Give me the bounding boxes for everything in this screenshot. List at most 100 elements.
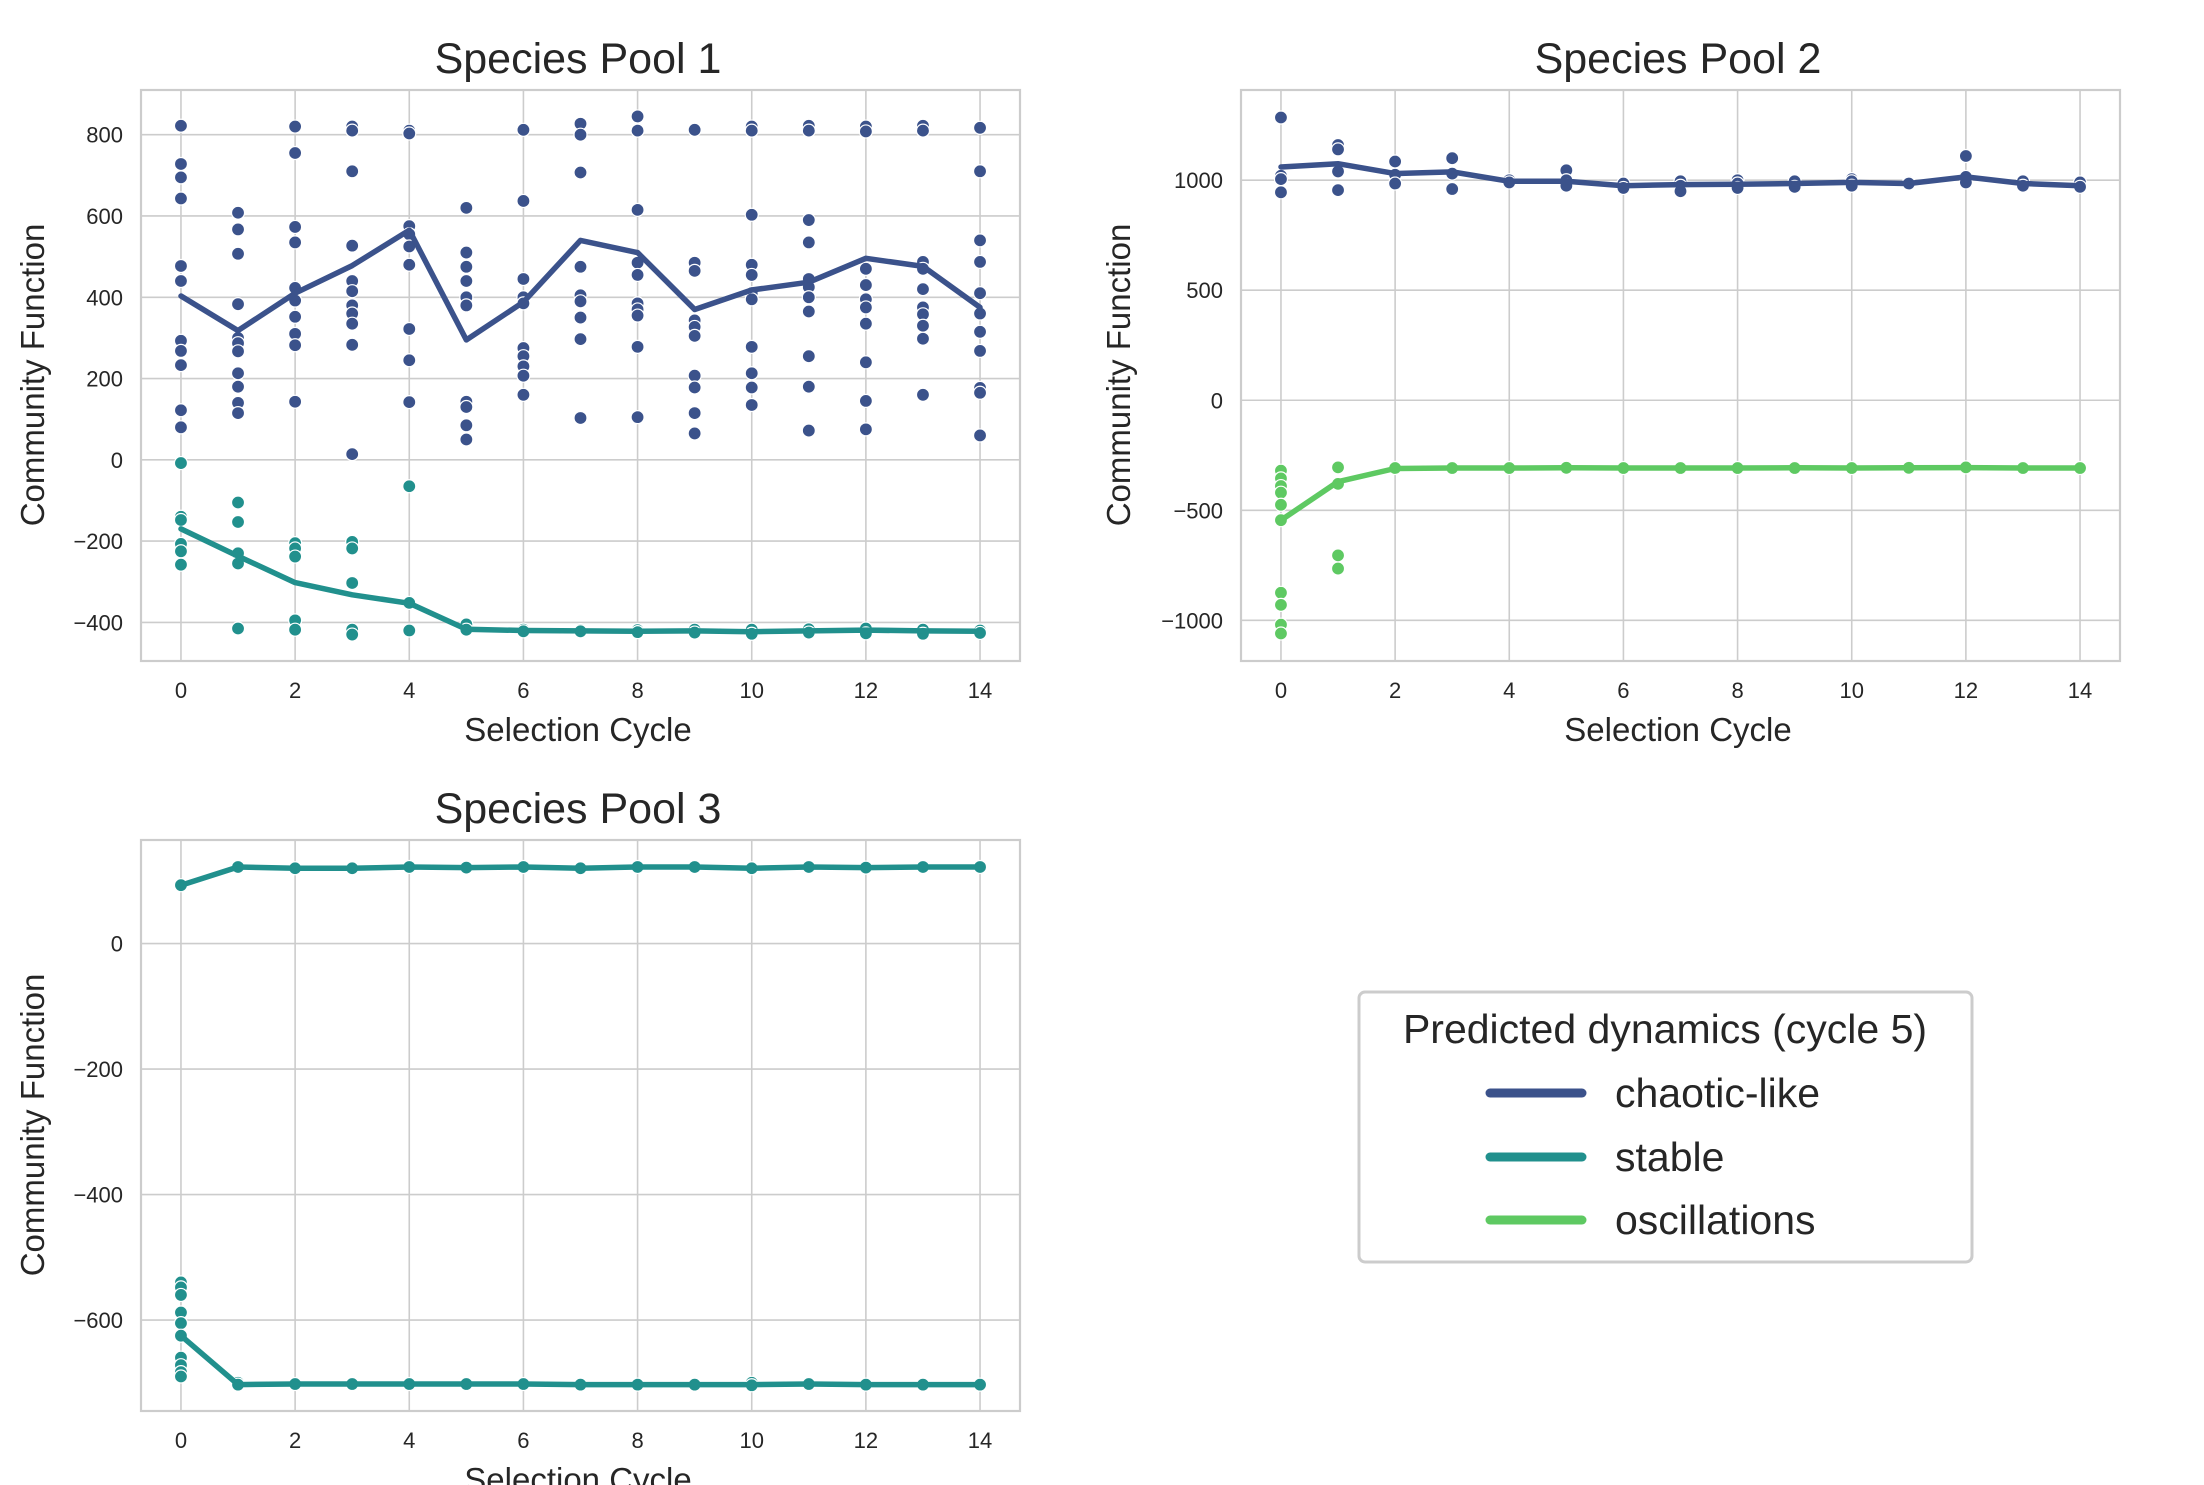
data-point-chaotic-like — [687, 263, 702, 278]
data-point-chaotic-like — [858, 422, 873, 437]
data-point-chaotic-like — [744, 380, 759, 395]
data-point-chaotic-like — [858, 300, 873, 315]
data-point-chaotic-like — [173, 156, 189, 172]
data-point-oscillations — [1273, 626, 1289, 641]
data-point-chaotic-like — [288, 394, 303, 409]
y-tick-label: 0 — [1211, 388, 1223, 413]
y-tick-label: −1000 — [1161, 608, 1223, 633]
data-point-chaotic-like — [345, 316, 360, 331]
data-point-chaotic-like — [744, 267, 759, 283]
data-point-chaotic-like — [459, 200, 474, 215]
data-point-oscillations — [1330, 460, 1346, 475]
x-tick-label: 12 — [1954, 678, 1978, 703]
panel-title: Species Pool 3 — [435, 785, 722, 833]
data-point-chaotic-like — [573, 410, 588, 426]
data-point-chaotic-like — [744, 366, 759, 381]
data-point-stable — [230, 514, 246, 530]
data-point-chaotic-like — [516, 387, 531, 402]
y-tick-label: −400 — [73, 1183, 123, 1208]
data-point-chaotic-like — [1273, 110, 1289, 125]
x-tick-label: 10 — [739, 678, 763, 703]
panel-title: Species Pool 2 — [1535, 35, 1822, 83]
x-tick-label: 0 — [1275, 678, 1287, 703]
legend-entry-chaotic-like: chaotic-like — [1485, 1070, 1820, 1116]
series-line-oscillations — [1278, 464, 2083, 523]
y-tick-label: 200 — [86, 367, 123, 392]
data-point-chaotic-like — [1388, 176, 1403, 191]
legend-entry-oscillations: oscillations — [1485, 1197, 1816, 1243]
data-point-chaotic-like — [288, 219, 303, 235]
data-point-stable — [288, 622, 303, 637]
y-axis-title: Community Function — [14, 224, 51, 527]
x-tick-label: 8 — [1731, 678, 1743, 703]
legend-label: oscillations — [1615, 1197, 1816, 1243]
data-point-oscillations — [1273, 597, 1289, 612]
series-line-stable — [178, 864, 983, 888]
data-point-chaotic-like — [1330, 183, 1346, 198]
data-point-chaotic-like — [230, 405, 246, 421]
data-point-chaotic-like — [345, 164, 360, 179]
data-point-chaotic-like — [345, 447, 360, 462]
data-point-chaotic-like — [972, 286, 988, 301]
data-point-stable — [345, 575, 360, 591]
y-axis-title: Community Function — [14, 974, 51, 1277]
data-point-chaotic-like — [744, 339, 759, 354]
data-point-chaotic-like — [402, 353, 417, 368]
data-point-chaotic-like — [573, 332, 588, 347]
data-point-chaotic-like — [516, 193, 531, 209]
data-point-chaotic-like — [402, 321, 417, 337]
data-point-chaotic-like — [288, 309, 303, 324]
plot-frame — [1239, 88, 2122, 663]
data-point-chaotic-like — [915, 387, 931, 402]
data-point-chaotic-like — [858, 316, 873, 331]
data-point-stable — [173, 544, 189, 559]
y-tick-label: 800 — [86, 123, 123, 148]
data-point-chaotic-like — [230, 344, 246, 359]
data-point-chaotic-like — [573, 294, 588, 309]
data-point-chaotic-like — [459, 399, 474, 415]
y-tick-label: 1000 — [1174, 168, 1223, 193]
data-point-chaotic-like — [801, 379, 816, 394]
x-tick-label: 6 — [517, 678, 529, 703]
x-tick-label: 2 — [1389, 678, 1401, 703]
data-point-stable — [173, 1287, 189, 1303]
data-point-chaotic-like — [915, 282, 931, 297]
data-point-stable — [173, 557, 189, 572]
plot-frame — [139, 838, 1022, 1413]
data-point-chaotic-like — [630, 123, 645, 138]
data-point-chaotic-like — [288, 119, 303, 134]
data-point-chaotic-like — [801, 235, 816, 250]
data-point-chaotic-like — [230, 222, 246, 237]
data-point-stable — [288, 549, 303, 564]
data-point-chaotic-like — [915, 331, 931, 346]
data-point-chaotic-like — [459, 259, 474, 274]
legend-title: Predicted dynamics (cycle 5) — [1403, 1006, 1927, 1052]
data-point-chaotic-like — [516, 368, 531, 383]
data-point-chaotic-like — [345, 123, 360, 138]
data-point-chaotic-like — [801, 290, 816, 305]
data-point-chaotic-like — [972, 120, 988, 135]
data-point-chaotic-like — [1445, 181, 1460, 197]
data-point-chaotic-like — [972, 324, 988, 339]
series-line-stable — [178, 526, 983, 635]
data-point-chaotic-like — [630, 308, 645, 323]
data-point-chaotic-like — [573, 127, 588, 142]
data-point-chaotic-like — [173, 258, 189, 274]
data-point-chaotic-like — [345, 284, 360, 299]
legend-frame — [1357, 990, 1974, 1264]
data-point-chaotic-like — [687, 380, 702, 395]
data-point-chaotic-like — [687, 328, 702, 343]
x-tick-label: 12 — [854, 1428, 878, 1453]
y-axis-title: Community Function — [1100, 224, 1137, 527]
y-tick-label: 600 — [86, 204, 123, 229]
series-line-stable — [178, 1332, 983, 1388]
x-axis-title: Selection Cycle — [1564, 711, 1791, 748]
data-point-chaotic-like — [573, 259, 588, 274]
data-point-chaotic-like — [1445, 151, 1460, 166]
data-point-chaotic-like — [173, 118, 189, 133]
y-tick-label: −400 — [73, 610, 123, 635]
data-point-chaotic-like — [744, 207, 759, 222]
y-tick-label: 400 — [86, 285, 123, 310]
data-point-chaotic-like — [459, 418, 474, 433]
